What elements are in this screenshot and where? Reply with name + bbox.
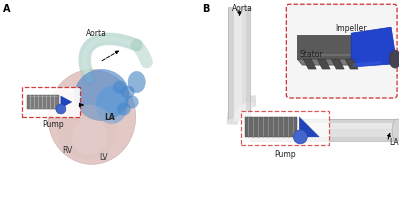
Circle shape — [72, 119, 108, 155]
Ellipse shape — [117, 103, 131, 116]
Ellipse shape — [57, 105, 117, 160]
Bar — [22, 88, 80, 117]
Circle shape — [56, 104, 66, 114]
Text: LA: LA — [389, 138, 399, 147]
Ellipse shape — [389, 51, 400, 69]
Ellipse shape — [74, 70, 129, 121]
Polygon shape — [351, 28, 396, 68]
Ellipse shape — [125, 96, 139, 109]
Polygon shape — [331, 60, 344, 70]
Text: LV: LV — [100, 152, 108, 161]
Bar — [246, 117, 297, 137]
Polygon shape — [61, 97, 72, 108]
Bar — [27, 96, 59, 109]
Bar — [297, 36, 359, 60]
Polygon shape — [299, 117, 319, 137]
Ellipse shape — [121, 86, 135, 99]
Polygon shape — [353, 62, 383, 68]
Ellipse shape — [392, 119, 400, 141]
Text: B: B — [202, 4, 210, 14]
FancyBboxPatch shape — [286, 5, 397, 99]
Bar — [242, 112, 329, 145]
Circle shape — [293, 130, 307, 144]
Ellipse shape — [48, 70, 136, 165]
Text: Impeller: Impeller — [336, 24, 367, 33]
Ellipse shape — [128, 72, 146, 94]
Text: A: A — [3, 4, 10, 14]
Ellipse shape — [113, 81, 127, 94]
Polygon shape — [297, 60, 364, 66]
Polygon shape — [228, 98, 250, 119]
Text: RV: RV — [63, 145, 73, 154]
Polygon shape — [317, 60, 330, 70]
Text: Aorta: Aorta — [86, 29, 107, 38]
Text: LA: LA — [104, 113, 115, 121]
Polygon shape — [345, 60, 358, 70]
Text: Stator: Stator — [299, 50, 323, 59]
Text: Pump: Pump — [274, 149, 296, 158]
Text: Aorta: Aorta — [232, 4, 253, 13]
Ellipse shape — [96, 87, 128, 124]
Polygon shape — [303, 60, 316, 70]
Text: Pump: Pump — [42, 119, 64, 128]
